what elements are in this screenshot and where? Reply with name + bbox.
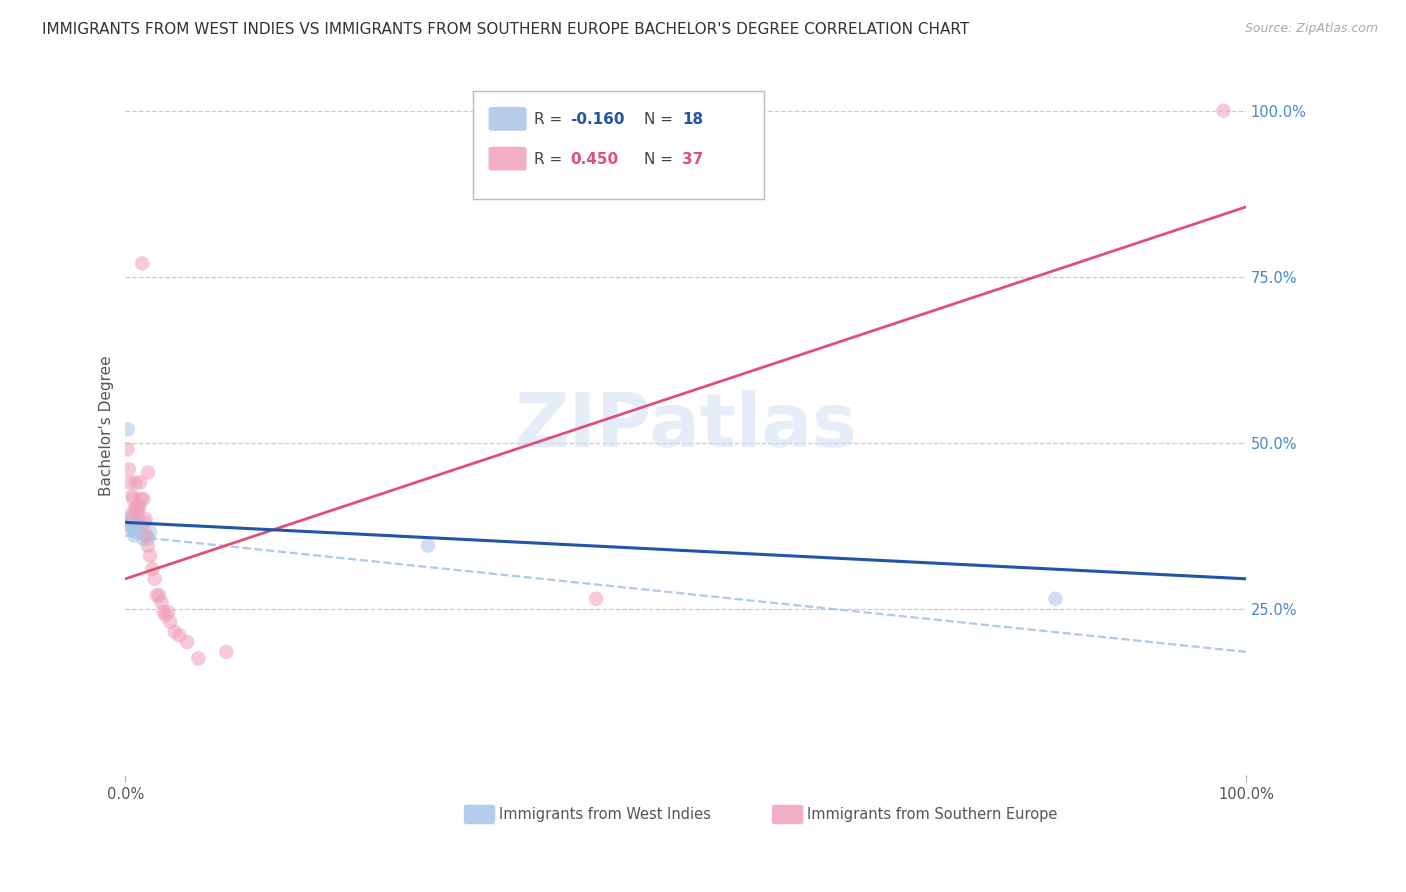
Point [157, 605, 180, 619]
FancyBboxPatch shape [488, 107, 527, 131]
Point [132, 492, 155, 507]
Point [124, 502, 146, 516]
Point [128, 502, 150, 516]
Point [135, 512, 157, 526]
Point [118, 475, 141, 490]
Point [120, 508, 142, 523]
Point [167, 628, 190, 642]
Point [1045, 591, 1067, 606]
Point [125, 522, 148, 536]
Text: ZIPatlas: ZIPatlas [515, 390, 858, 463]
Point [136, 532, 159, 546]
Point [117, 422, 139, 436]
Text: Immigrants from Southern Europe: Immigrants from Southern Europe [807, 807, 1057, 822]
Point [152, 605, 174, 619]
Point [141, 562, 163, 576]
FancyBboxPatch shape [772, 805, 803, 824]
Point [132, 532, 155, 546]
Text: N =: N = [644, 153, 673, 167]
Point [159, 615, 181, 629]
Point [1212, 103, 1234, 118]
FancyBboxPatch shape [488, 147, 527, 170]
Point [129, 492, 152, 507]
Point [129, 518, 152, 533]
Text: 0.450: 0.450 [571, 153, 619, 167]
Point [187, 651, 209, 665]
Point [176, 635, 198, 649]
Point [163, 624, 186, 639]
Text: N =: N = [644, 112, 673, 128]
Point [136, 466, 159, 480]
Point [121, 518, 143, 533]
Point [585, 591, 607, 606]
Point [117, 442, 139, 457]
Text: 37: 37 [682, 153, 703, 167]
Point [125, 502, 148, 516]
Point [143, 572, 166, 586]
Point [139, 525, 162, 540]
Point [124, 475, 146, 490]
Point [122, 512, 145, 526]
Point [139, 549, 162, 563]
Point [129, 475, 152, 490]
Point [122, 492, 145, 507]
FancyBboxPatch shape [464, 805, 495, 824]
Point [118, 512, 141, 526]
Point [124, 529, 146, 543]
Point [155, 608, 177, 623]
Point [148, 589, 170, 603]
Point [146, 589, 169, 603]
Point [118, 518, 141, 533]
Point [131, 256, 153, 270]
Text: R =: R = [534, 112, 562, 128]
Y-axis label: Bachelor's Degree: Bachelor's Degree [100, 356, 114, 496]
FancyBboxPatch shape [472, 91, 763, 200]
Point [215, 645, 238, 659]
Point [120, 522, 142, 536]
Point [135, 529, 157, 543]
Point [121, 489, 143, 503]
Text: -0.160: -0.160 [571, 112, 624, 128]
Text: R =: R = [534, 153, 562, 167]
Text: Immigrants from West Indies: Immigrants from West Indies [499, 807, 710, 822]
Point [136, 539, 159, 553]
Point [127, 516, 149, 530]
Point [416, 539, 439, 553]
Point [128, 499, 150, 513]
Point [134, 516, 156, 530]
Text: Source: ZipAtlas.com: Source: ZipAtlas.com [1244, 22, 1378, 36]
Point [118, 462, 141, 476]
Point [135, 529, 157, 543]
Text: 18: 18 [682, 112, 703, 128]
Point [124, 525, 146, 540]
Point [150, 595, 173, 609]
Point [127, 505, 149, 519]
Text: IMMIGRANTS FROM WEST INDIES VS IMMIGRANTS FROM SOUTHERN EUROPE BACHELOR'S DEGREE: IMMIGRANTS FROM WEST INDIES VS IMMIGRANT… [42, 22, 969, 37]
